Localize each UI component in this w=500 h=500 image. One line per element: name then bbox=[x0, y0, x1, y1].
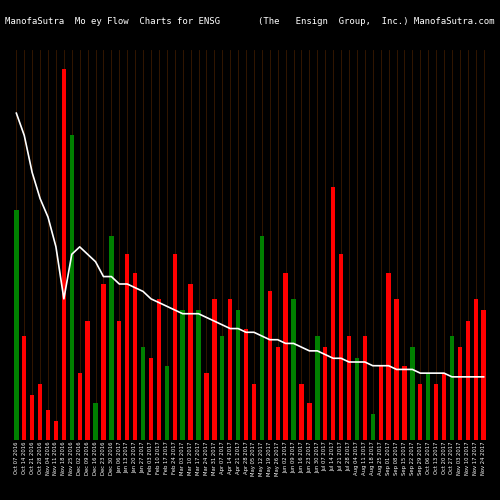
Bar bbox=[474, 299, 478, 440]
Bar bbox=[62, 68, 66, 440]
Bar bbox=[394, 299, 398, 440]
Bar bbox=[323, 347, 328, 440]
Bar bbox=[458, 347, 462, 440]
Bar bbox=[38, 384, 42, 440]
Bar bbox=[149, 358, 153, 440]
Bar bbox=[125, 254, 130, 440]
Text: ManofaSutra  Mo ey Flow  Charts for ENSG: ManofaSutra Mo ey Flow Charts for ENSG bbox=[5, 18, 220, 26]
Bar bbox=[402, 366, 406, 440]
Bar bbox=[426, 373, 430, 440]
Bar bbox=[204, 373, 208, 440]
Bar bbox=[117, 321, 121, 440]
Bar bbox=[442, 373, 446, 440]
Bar bbox=[370, 414, 375, 440]
Bar bbox=[164, 366, 169, 440]
Bar bbox=[450, 336, 454, 440]
Bar bbox=[70, 136, 74, 440]
Bar bbox=[94, 403, 98, 440]
Bar bbox=[284, 273, 288, 440]
Bar bbox=[156, 299, 161, 440]
Bar bbox=[141, 347, 145, 440]
Bar bbox=[331, 188, 336, 440]
Bar bbox=[347, 336, 351, 440]
Bar bbox=[228, 299, 232, 440]
Bar bbox=[212, 299, 216, 440]
Bar bbox=[30, 396, 34, 440]
Bar bbox=[300, 384, 304, 440]
Bar bbox=[220, 336, 224, 440]
Bar bbox=[188, 284, 193, 440]
Bar bbox=[102, 284, 105, 440]
Bar bbox=[386, 273, 391, 440]
Bar bbox=[434, 384, 438, 440]
Bar bbox=[378, 366, 383, 440]
Bar bbox=[22, 336, 26, 440]
Bar bbox=[86, 321, 90, 440]
Bar bbox=[307, 403, 312, 440]
Bar bbox=[236, 310, 240, 440]
Bar bbox=[268, 292, 272, 440]
Bar bbox=[109, 236, 114, 440]
Bar bbox=[260, 236, 264, 440]
Bar bbox=[410, 347, 414, 440]
Bar bbox=[418, 384, 422, 440]
Bar bbox=[78, 373, 82, 440]
Bar bbox=[355, 358, 359, 440]
Bar bbox=[339, 254, 344, 440]
Bar bbox=[133, 273, 138, 440]
Bar bbox=[276, 347, 280, 440]
Bar bbox=[14, 210, 18, 440]
Bar bbox=[315, 336, 320, 440]
Bar bbox=[46, 410, 50, 440]
Bar bbox=[244, 328, 248, 440]
Bar bbox=[362, 336, 367, 440]
Text: (The   Ensign  Group,  Inc.) ManofaSutra.com: (The Ensign Group, Inc.) ManofaSutra.com bbox=[258, 18, 495, 26]
Bar bbox=[252, 384, 256, 440]
Bar bbox=[292, 299, 296, 440]
Bar bbox=[196, 310, 200, 440]
Bar bbox=[482, 310, 486, 440]
Bar bbox=[54, 422, 58, 440]
Bar bbox=[466, 321, 470, 440]
Bar bbox=[172, 254, 177, 440]
Bar bbox=[180, 310, 185, 440]
